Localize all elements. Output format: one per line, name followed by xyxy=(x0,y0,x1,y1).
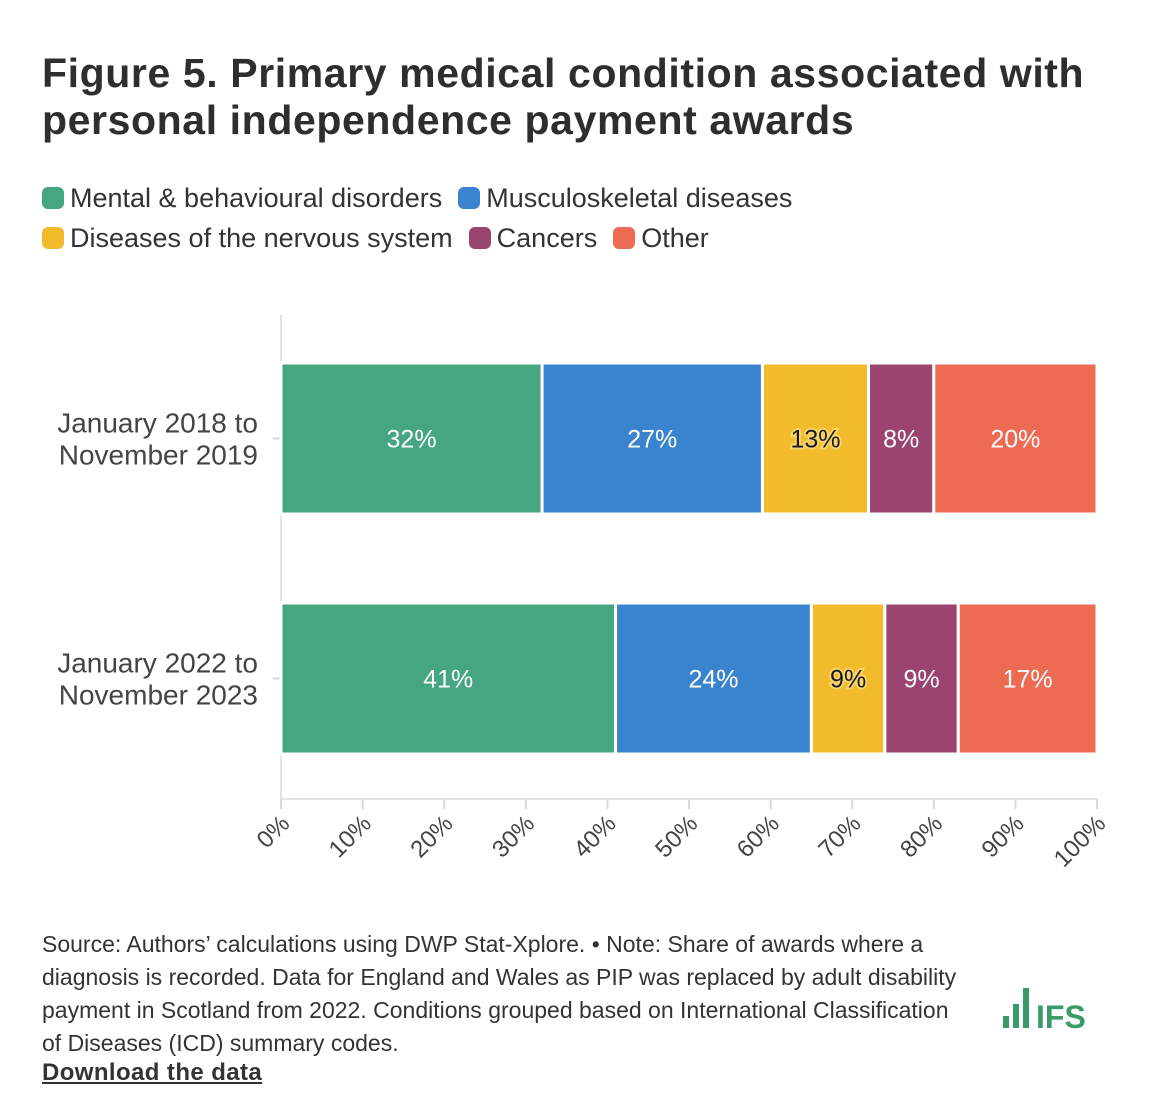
logo-bar xyxy=(1003,1016,1009,1028)
legend-swatch xyxy=(42,187,64,209)
legend-swatch xyxy=(613,227,636,249)
category-label: November 2023 xyxy=(59,680,258,711)
logo-bar xyxy=(1023,988,1029,1028)
data-label: 9% xyxy=(830,666,866,694)
ifs-logo: IFS xyxy=(1003,988,1086,1030)
category-label: January 2018 to xyxy=(57,408,258,439)
x-tick-label: 100% xyxy=(1049,810,1112,873)
legend-item-mental: Mental & behavioural disorders xyxy=(42,183,442,214)
x-tick-label: 40% xyxy=(569,810,622,863)
legend-label: Mental & behavioural disorders xyxy=(70,182,443,213)
legend-item-cancers: Cancers xyxy=(468,222,598,254)
legend-item-nervous: Diseases of the nervous system xyxy=(42,223,453,254)
source-note: Source: Authors’ calculations using DWP … xyxy=(42,931,957,1056)
data-label: 9% xyxy=(903,666,939,694)
data-label: 41% xyxy=(423,666,473,694)
logo-text: IFS xyxy=(1036,999,1086,1030)
legend-swatch xyxy=(468,227,491,249)
data-label: 13% xyxy=(790,426,840,454)
x-tick-label: 20% xyxy=(405,810,458,863)
data-label: 24% xyxy=(688,666,738,694)
legend-label: Cancers xyxy=(496,222,598,253)
bar-segment xyxy=(540,361,764,516)
bar-segment xyxy=(760,361,871,516)
x-tick-label: 50% xyxy=(650,810,703,863)
legend-label: Other xyxy=(641,222,709,253)
x-tick-label: 0% xyxy=(252,810,296,854)
legend-label: Musculoskeletal diseases xyxy=(486,182,793,213)
legend-row: Diseases of the nervous system Cancers O… xyxy=(42,218,1042,258)
download-data-link[interactable]: Download the data xyxy=(42,1059,263,1086)
legend-swatch xyxy=(42,227,64,249)
x-tick-label: 10% xyxy=(324,810,377,863)
data-label: 20% xyxy=(990,426,1040,454)
data-label: 32% xyxy=(387,426,437,454)
legend-label: Diseases of the nervous system xyxy=(70,222,453,253)
legend-row: Mental & behavioural disorders Musculosk… xyxy=(42,178,1042,218)
legend: Mental & behavioural disorders Musculosk… xyxy=(42,178,1042,258)
legend-item-musculoskeletal: Musculoskeletal diseases xyxy=(458,183,792,214)
data-label: 17% xyxy=(1003,666,1053,694)
bar-segment xyxy=(279,601,618,756)
bar-segment xyxy=(867,361,936,516)
data-label: 8% xyxy=(883,426,919,454)
x-tick-label: 60% xyxy=(732,810,785,863)
x-tick-label: 90% xyxy=(977,810,1030,863)
chart-title: Figure 5. Primary medical condition asso… xyxy=(42,50,1085,143)
category-label: January 2022 to xyxy=(57,648,258,679)
legend-item-other: Other xyxy=(613,223,709,254)
bar-segment xyxy=(279,361,544,516)
legend-swatch xyxy=(458,187,481,209)
x-tick-label: 80% xyxy=(895,810,948,863)
data-label: 27% xyxy=(627,426,677,454)
logo-bar xyxy=(1013,1004,1019,1028)
bar-segment xyxy=(956,601,1099,756)
bar-segment xyxy=(932,361,1099,516)
category-label: November 2019 xyxy=(59,440,258,471)
x-tick-label: 70% xyxy=(813,810,866,863)
x-tick-label: 30% xyxy=(487,810,540,863)
